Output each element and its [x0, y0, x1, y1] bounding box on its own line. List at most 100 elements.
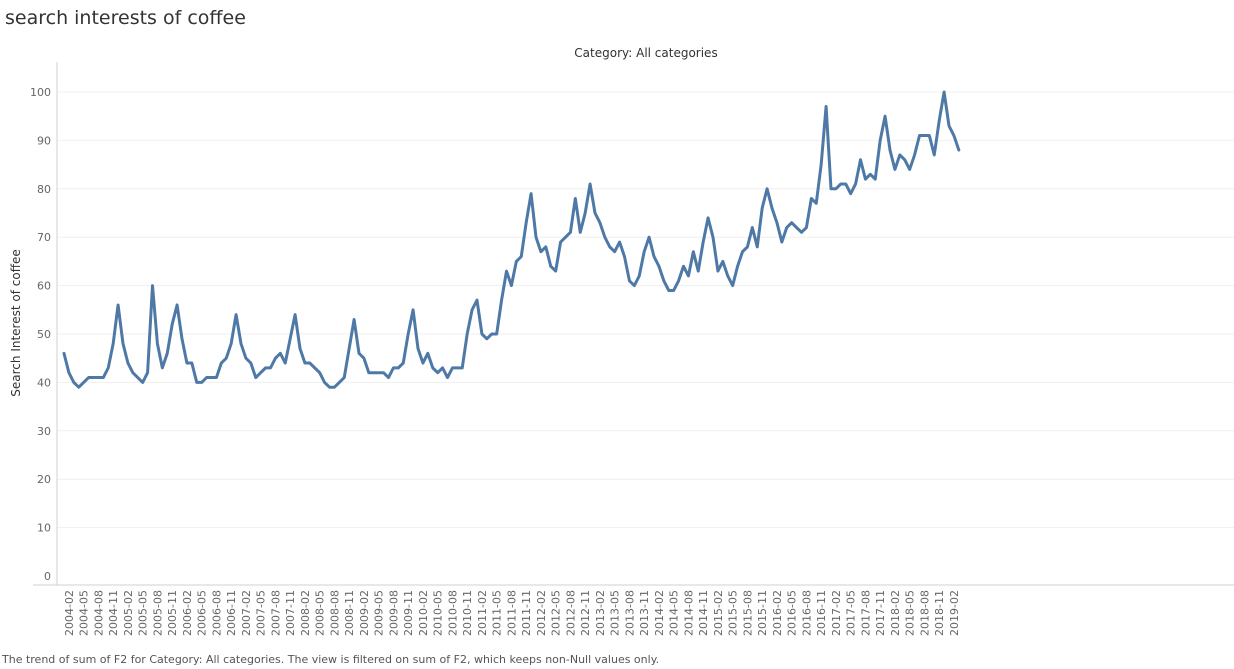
data-point[interactable] — [784, 225, 789, 230]
data-point[interactable] — [106, 365, 111, 370]
data-point[interactable] — [475, 298, 480, 303]
data-point[interactable] — [602, 235, 607, 240]
data-point[interactable] — [121, 341, 126, 346]
data-point[interactable] — [283, 361, 288, 366]
data-point[interactable] — [504, 269, 509, 274]
data-point[interactable] — [160, 365, 165, 370]
data-point[interactable] — [406, 332, 411, 337]
data-point[interactable] — [897, 152, 902, 157]
data-point[interactable] — [892, 167, 897, 172]
data-point[interactable] — [947, 123, 952, 128]
data-point[interactable] — [396, 365, 401, 370]
data-point[interactable] — [765, 186, 770, 191]
data-point[interactable] — [184, 361, 189, 366]
data-point[interactable] — [755, 244, 760, 249]
data-point[interactable] — [907, 167, 912, 172]
data-point[interactable] — [91, 375, 96, 380]
data-point[interactable] — [858, 157, 863, 162]
data-point[interactable] — [273, 356, 278, 361]
data-point[interactable] — [194, 380, 199, 385]
data-point[interactable] — [484, 336, 489, 341]
data-point[interactable] — [883, 114, 888, 119]
data-point[interactable] — [425, 351, 430, 356]
data-point[interactable] — [135, 375, 140, 380]
data-point[interactable] — [637, 273, 642, 278]
data-point[interactable] — [298, 346, 303, 351]
data-point[interactable] — [460, 365, 465, 370]
data-point[interactable] — [774, 220, 779, 225]
data-point[interactable] — [671, 288, 676, 293]
series-layer[interactable] — [62, 90, 962, 390]
data-point[interactable] — [750, 225, 755, 230]
data-point[interactable] — [597, 220, 602, 225]
data-point[interactable] — [725, 273, 730, 278]
data-point[interactable] — [612, 249, 617, 254]
data-point[interactable] — [942, 90, 947, 95]
data-point[interactable] — [420, 361, 425, 366]
data-point[interactable] — [715, 269, 720, 274]
data-point[interactable] — [62, 351, 67, 356]
data-point[interactable] — [337, 380, 342, 385]
data-point[interactable] — [435, 370, 440, 375]
data-point[interactable] — [440, 365, 445, 370]
data-point[interactable] — [293, 312, 298, 317]
data-point[interactable] — [479, 332, 484, 337]
data-point[interactable] — [863, 177, 868, 182]
data-point[interactable] — [524, 220, 529, 225]
data-point[interactable] — [239, 341, 244, 346]
data-point[interactable] — [248, 361, 253, 366]
data-point[interactable] — [288, 336, 293, 341]
data-point[interactable] — [445, 375, 450, 380]
data-point[interactable] — [130, 370, 135, 375]
data-point[interactable] — [617, 240, 622, 245]
data-point[interactable] — [686, 273, 691, 278]
data-point[interactable] — [838, 181, 843, 186]
data-point[interactable] — [720, 259, 725, 264]
data-point[interactable] — [647, 235, 652, 240]
data-point[interactable] — [401, 361, 406, 366]
data-point[interactable] — [411, 307, 416, 312]
data-point[interactable] — [804, 225, 809, 230]
data-point[interactable] — [627, 278, 632, 283]
data-point[interactable] — [209, 375, 214, 380]
data-point[interactable] — [829, 186, 834, 191]
data-point[interactable] — [96, 375, 101, 380]
data-point[interactable] — [189, 361, 194, 366]
data-point[interactable] — [81, 380, 86, 385]
data-point[interactable] — [951, 133, 956, 138]
data-point[interactable] — [302, 361, 307, 366]
data-point[interactable] — [868, 172, 873, 177]
data-point[interactable] — [278, 351, 283, 356]
data-point[interactable] — [509, 283, 514, 288]
data-point[interactable] — [199, 380, 204, 385]
data-point[interactable] — [956, 148, 961, 153]
data-point[interactable] — [809, 196, 814, 201]
data-point[interactable] — [268, 365, 273, 370]
data-point[interactable] — [322, 380, 327, 385]
data-point[interactable] — [833, 186, 838, 191]
data-point[interactable] — [430, 365, 435, 370]
data-point[interactable] — [711, 235, 716, 240]
data-point[interactable] — [922, 133, 927, 138]
data-point[interactable] — [843, 181, 848, 186]
data-point[interactable] — [307, 361, 312, 366]
data-point[interactable] — [125, 361, 130, 366]
data-point[interactable] — [416, 346, 421, 351]
series-line[interactable] — [62, 90, 961, 389]
data-point[interactable] — [111, 341, 116, 346]
data-point[interactable] — [681, 264, 686, 269]
data-point[interactable] — [342, 375, 347, 380]
data-point[interactable] — [470, 307, 475, 312]
data-point[interactable] — [607, 244, 612, 249]
data-point[interactable] — [386, 375, 391, 380]
data-point[interactable] — [932, 152, 937, 157]
data-point[interactable] — [652, 254, 657, 259]
data-point[interactable] — [593, 211, 598, 216]
data-point[interactable] — [779, 240, 784, 245]
data-point[interactable] — [696, 269, 701, 274]
data-point[interactable] — [214, 375, 219, 380]
data-point[interactable] — [878, 138, 883, 143]
data-point[interactable] — [529, 191, 534, 196]
data-point[interactable] — [824, 104, 829, 109]
